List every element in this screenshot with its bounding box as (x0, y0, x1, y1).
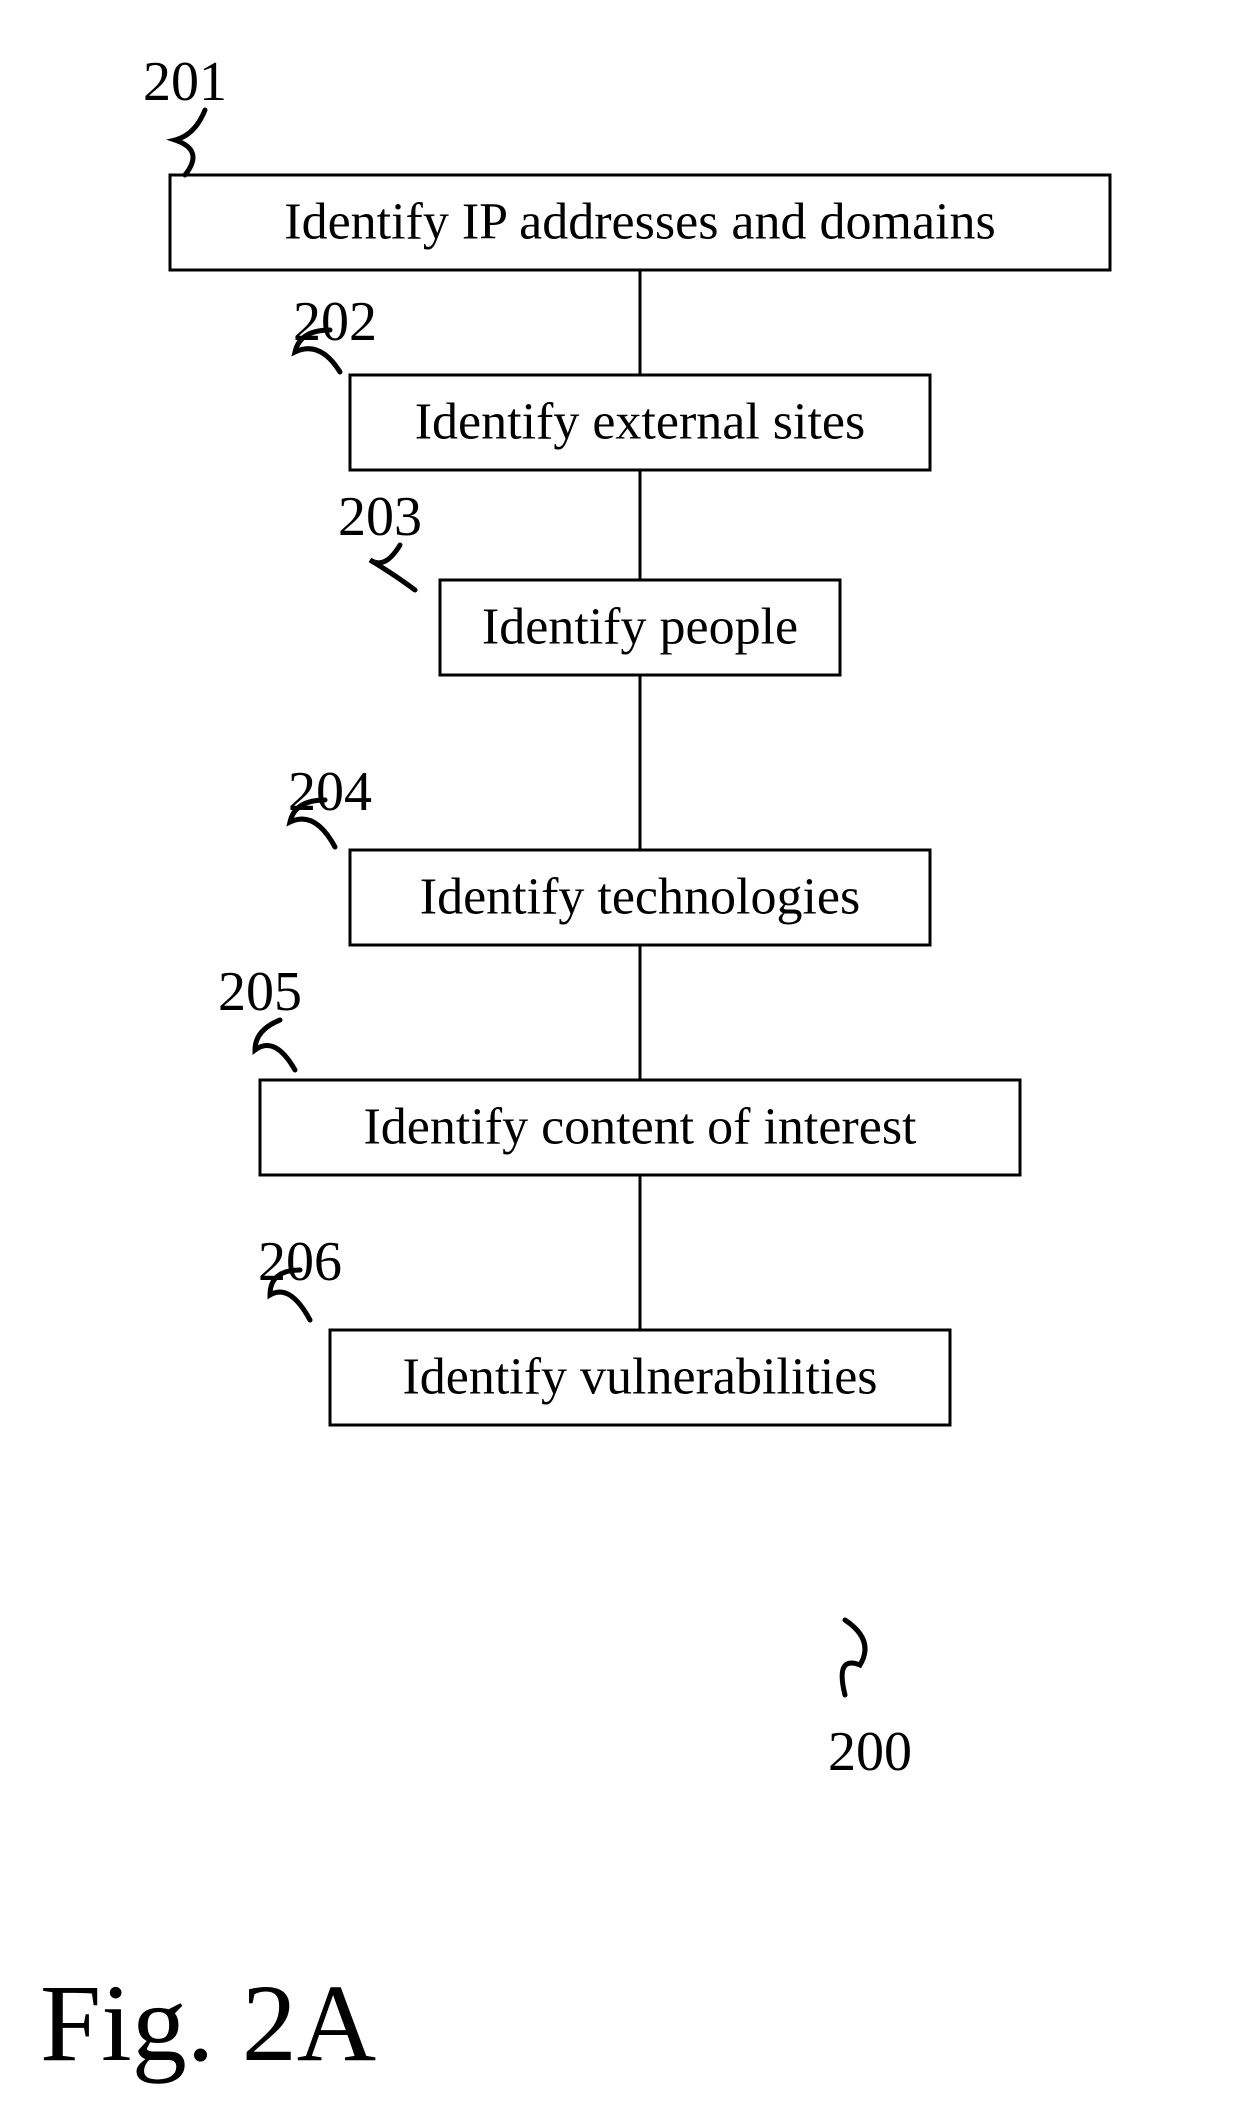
ref-label-205: 205 (218, 961, 302, 1023)
ref-label-201: 201 (143, 51, 227, 113)
flow-box-label-5: Identify content of interest (363, 1098, 917, 1155)
figure-caption: Fig. 2A (40, 1962, 376, 2084)
flow-box-label-1: Identify IP addresses and domains (284, 193, 995, 250)
flow-box-label-4: Identify technologies (420, 868, 860, 925)
ref-label-200: 200 (828, 1721, 912, 1783)
canvas-bg (0, 0, 1240, 2114)
flow-box-label-3: Identify people (482, 598, 798, 655)
ref-label-202: 202 (293, 291, 377, 353)
ref-label-204: 204 (288, 761, 372, 823)
flow-box-label-6: Identify vulnerabilities (402, 1348, 877, 1405)
ref-label-203: 203 (338, 486, 422, 548)
flowchart-diagram: Identify IP addresses and domains 201 Iden… (0, 0, 1240, 2114)
flow-box-label-2: Identify external sites (415, 393, 866, 450)
